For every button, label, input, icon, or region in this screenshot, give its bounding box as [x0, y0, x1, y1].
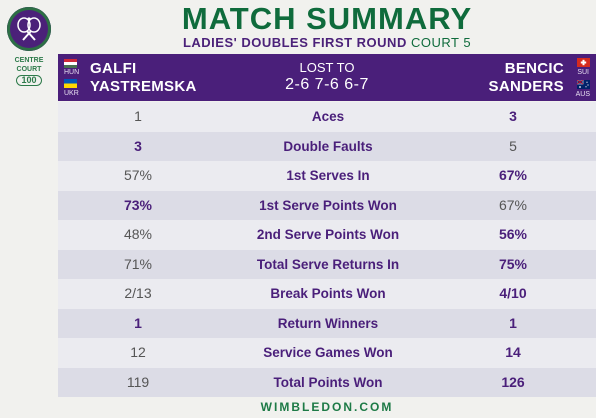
stat-left-value: 73%	[123, 196, 153, 213]
table-row: 71% Total Serve Returns In 75%	[58, 249, 596, 279]
stat-label: Double Faults	[283, 138, 373, 154]
table-row: 57% 1st Serves In 67%	[58, 161, 596, 191]
stat-right-value: 75%	[498, 255, 528, 272]
table-row: 1 Return Winners 1	[58, 308, 596, 338]
flag-ukr-icon	[64, 79, 77, 88]
stat-right-value: 1	[509, 314, 517, 331]
stat-left-value: 119	[126, 373, 150, 390]
stat-left-value: 1	[134, 314, 142, 331]
stat-label: Aces	[311, 109, 345, 124]
table-row: 3 Double Faults 5	[58, 131, 596, 161]
stat-right-value: 5	[509, 137, 517, 154]
flag-aus-icon	[577, 80, 590, 89]
country-code-aus: AUS	[575, 91, 590, 98]
stat-left-value: 12	[130, 344, 146, 360]
badge-line2: COURT	[16, 66, 42, 73]
stat-label: Total Points Won	[273, 374, 383, 390]
badge-number: 100	[16, 75, 42, 86]
right-player2-name: SANDERS	[488, 78, 564, 95]
flag-sui-icon	[577, 58, 590, 67]
stat-label: 2nd Serve Points Won	[256, 227, 400, 242]
page-title: MATCH SUMMARY	[181, 1, 473, 36]
country-code-sui: SUI	[577, 69, 589, 76]
table-row: 2/13 Break Points Won 4/10	[58, 279, 596, 309]
stat-label: Return Winners	[277, 315, 379, 331]
country-code-hun: HUN	[64, 69, 80, 76]
stat-right-value: 14	[505, 344, 521, 360]
court-label: COURT 5	[410, 35, 472, 50]
result-score: 2-6 7-6 6-7	[285, 76, 369, 93]
round-label: LADIES' DOUBLES FIRST ROUND	[182, 35, 407, 50]
left-player1-name: GALFI	[90, 60, 137, 77]
stat-left-value: 48%	[123, 226, 153, 242]
table-row: 12 Service Games Won 14	[58, 338, 596, 368]
stat-left-value: 1	[134, 108, 142, 124]
left-player2-name: YASTREMSKA	[90, 78, 197, 95]
championships-crest-icon	[7, 7, 51, 51]
stat-right-value: 4/10	[499, 285, 527, 301]
table-row: 119 Total Points Won 126	[58, 367, 596, 397]
stat-label: 1st Serves In	[286, 168, 370, 183]
stat-left-value: 71%	[123, 255, 153, 272]
stat-left-value: 57%	[123, 167, 153, 183]
stats-table: 1 Aces 3 3 Double Faults 5 57% 1st Serve…	[58, 102, 596, 397]
crossed-rackets-icon	[17, 17, 41, 41]
stat-right-value: 3	[509, 108, 517, 124]
flag-hun-icon	[64, 59, 77, 68]
table-row: 73% 1st Serve Points Won 67%	[58, 190, 596, 220]
centre-court-badge: CENTRE COURT 100	[6, 56, 52, 86]
badge-line1: CENTRE	[14, 57, 44, 64]
teams-header-band: HUN GALFI UKR YASTREMSKA LOST TO 2-6 7-6…	[58, 54, 596, 101]
footer-site-link[interactable]: WIMBLEDON.COM	[260, 400, 394, 414]
stat-right-value: 67%	[498, 167, 528, 183]
table-row: 48% 2nd Serve Points Won 56%	[58, 220, 596, 250]
result-label: LOST TO	[299, 60, 355, 75]
table-row: 1 Aces 3	[58, 102, 596, 132]
stat-left-value: 2/13	[124, 285, 152, 301]
logo-column: CENTRE COURT 100	[0, 0, 58, 418]
stat-label: 1st Serve Points Won	[259, 197, 397, 213]
stat-left-value: 3	[134, 137, 142, 154]
stat-right-value: 126	[501, 373, 525, 390]
stat-label: Break Points Won	[270, 286, 386, 301]
country-code-ukr: UKR	[64, 90, 79, 97]
right-player1-name: BENCIC	[504, 60, 564, 77]
match-subtitle: LADIES' DOUBLES FIRST ROUND COURT 5	[58, 35, 596, 51]
stat-label: Service Games Won	[263, 345, 393, 360]
stat-label: Total Serve Returns In	[256, 256, 400, 272]
stat-right-value: 56%	[498, 226, 528, 242]
stat-right-value: 67%	[498, 196, 528, 213]
